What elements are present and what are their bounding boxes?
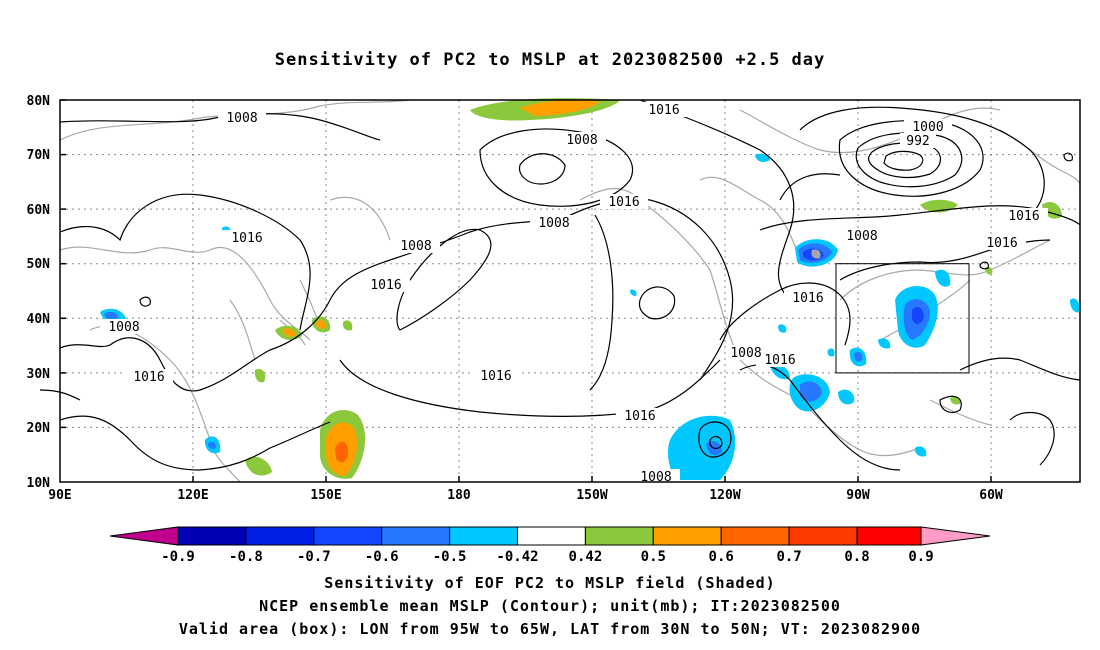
lon-label: 120E xyxy=(177,488,208,503)
contour-label: 1016 xyxy=(231,231,262,246)
lat-label: 60N xyxy=(27,203,51,218)
lat-label: 80N xyxy=(27,94,51,109)
lon-label: 150E xyxy=(310,488,341,503)
lat-label: 20N xyxy=(27,421,51,436)
contour-label: 1008 xyxy=(730,346,761,361)
colorbar-segment xyxy=(381,526,451,546)
colorbar-label: -0.6 xyxy=(365,549,399,565)
contour-label: 1016 xyxy=(624,409,655,424)
contour-label: 1000 xyxy=(912,120,943,135)
colorbar-label: -0.8 xyxy=(229,549,263,565)
colorbar-label: -0.42 xyxy=(496,549,538,565)
contour-label: 1008 xyxy=(400,239,431,254)
colorbar-label: -0.9 xyxy=(161,549,195,565)
contour-labels: 1008 1016 1008 1016 1000 992 1016 1008 1… xyxy=(100,102,1048,485)
colorbar: -0.9 -0.8 -0.7 -0.6 -0.5 -0.42 0.42 0.5 … xyxy=(109,526,991,565)
colorbar-label: 0.8 xyxy=(844,549,869,565)
latitude-axis: 80N 70N 60N 50N 40N 30N 20N 10N xyxy=(27,94,51,491)
lat-label: 50N xyxy=(27,257,51,272)
contour-label: 1016 xyxy=(792,291,823,306)
lon-label: 150W xyxy=(576,488,607,503)
footer-line-2: NCEP ensemble mean MSLP (Contour); unit(… xyxy=(259,597,841,615)
valid-area-box xyxy=(835,263,970,374)
shaded-sensitivity xyxy=(100,98,1080,480)
contour-label: 1008 xyxy=(226,111,257,126)
colorbar-label: 0.5 xyxy=(641,549,666,565)
contour-label: 1016 xyxy=(480,369,511,384)
colorbar-label: 0.7 xyxy=(776,549,801,565)
footer-line-1: Sensitivity of EOF PC2 to MSLP field (Sh… xyxy=(324,574,776,592)
contour-label: 1008 xyxy=(566,133,597,148)
colorbar-label: -0.7 xyxy=(297,549,331,565)
map-panel: 1008 1016 1008 1016 1000 992 1016 1008 1… xyxy=(39,98,1081,485)
colorbar-segment xyxy=(517,526,586,546)
contour-label: 1008 xyxy=(538,216,569,231)
colorbar-max-arrow xyxy=(920,526,991,546)
lat-label: 10N xyxy=(27,476,51,491)
lat-label: 30N xyxy=(27,367,51,382)
contour-label: 1016 xyxy=(608,195,639,210)
colorbar-segment xyxy=(856,526,922,546)
contour-label: 1016 xyxy=(1008,209,1039,224)
colorbar-labels: -0.9 -0.8 -0.7 -0.6 -0.5 -0.42 0.42 0.5 … xyxy=(161,549,934,565)
contour-label: 1016 xyxy=(133,370,164,385)
colorbar-segment xyxy=(652,526,722,546)
lon-label: 180 xyxy=(447,488,471,503)
coastlines xyxy=(59,99,1081,483)
lat-label: 70N xyxy=(27,148,51,163)
tick-marks xyxy=(60,99,992,482)
lon-label: 90E xyxy=(48,488,71,503)
colorbar-label: 0.9 xyxy=(908,549,933,565)
contour-label: 1016 xyxy=(648,103,679,118)
lon-label: 120W xyxy=(709,488,740,503)
contour-label: 1016 xyxy=(986,236,1017,251)
contour-label: 1016 xyxy=(370,278,401,293)
colorbar-segment xyxy=(788,526,858,546)
colorbar-segment xyxy=(584,526,654,546)
map-frame xyxy=(59,99,1081,483)
colorbar-segment xyxy=(177,526,247,546)
colorbar-label: 0.42 xyxy=(569,549,603,565)
contour-label: 1016 xyxy=(764,353,795,368)
footer-line-3: Valid area (box): LON from 95W to 65W, L… xyxy=(178,620,922,638)
colorbar-min-arrow xyxy=(109,526,179,546)
plot-title: Sensitivity of PC2 to MSLP at 2023082500… xyxy=(274,50,826,70)
contour-label: 1008 xyxy=(846,229,877,244)
contour-label: 1008 xyxy=(108,320,139,335)
colorbar-segment xyxy=(720,526,790,546)
colorbar-segment xyxy=(245,526,315,546)
longitude-axis: 90E 120E 150E 180 150W 120W 90W 60W xyxy=(48,488,1003,503)
contour-label: 992 xyxy=(906,134,929,149)
colorbar-segment xyxy=(449,526,519,546)
lon-label: 90W xyxy=(846,488,870,503)
lon-label: 60W xyxy=(979,488,1003,503)
colorbar-label: 0.6 xyxy=(709,549,734,565)
lat-label: 40N xyxy=(27,312,51,327)
colorbar-label: -0.5 xyxy=(433,549,467,565)
colorbar-segment xyxy=(313,526,383,546)
